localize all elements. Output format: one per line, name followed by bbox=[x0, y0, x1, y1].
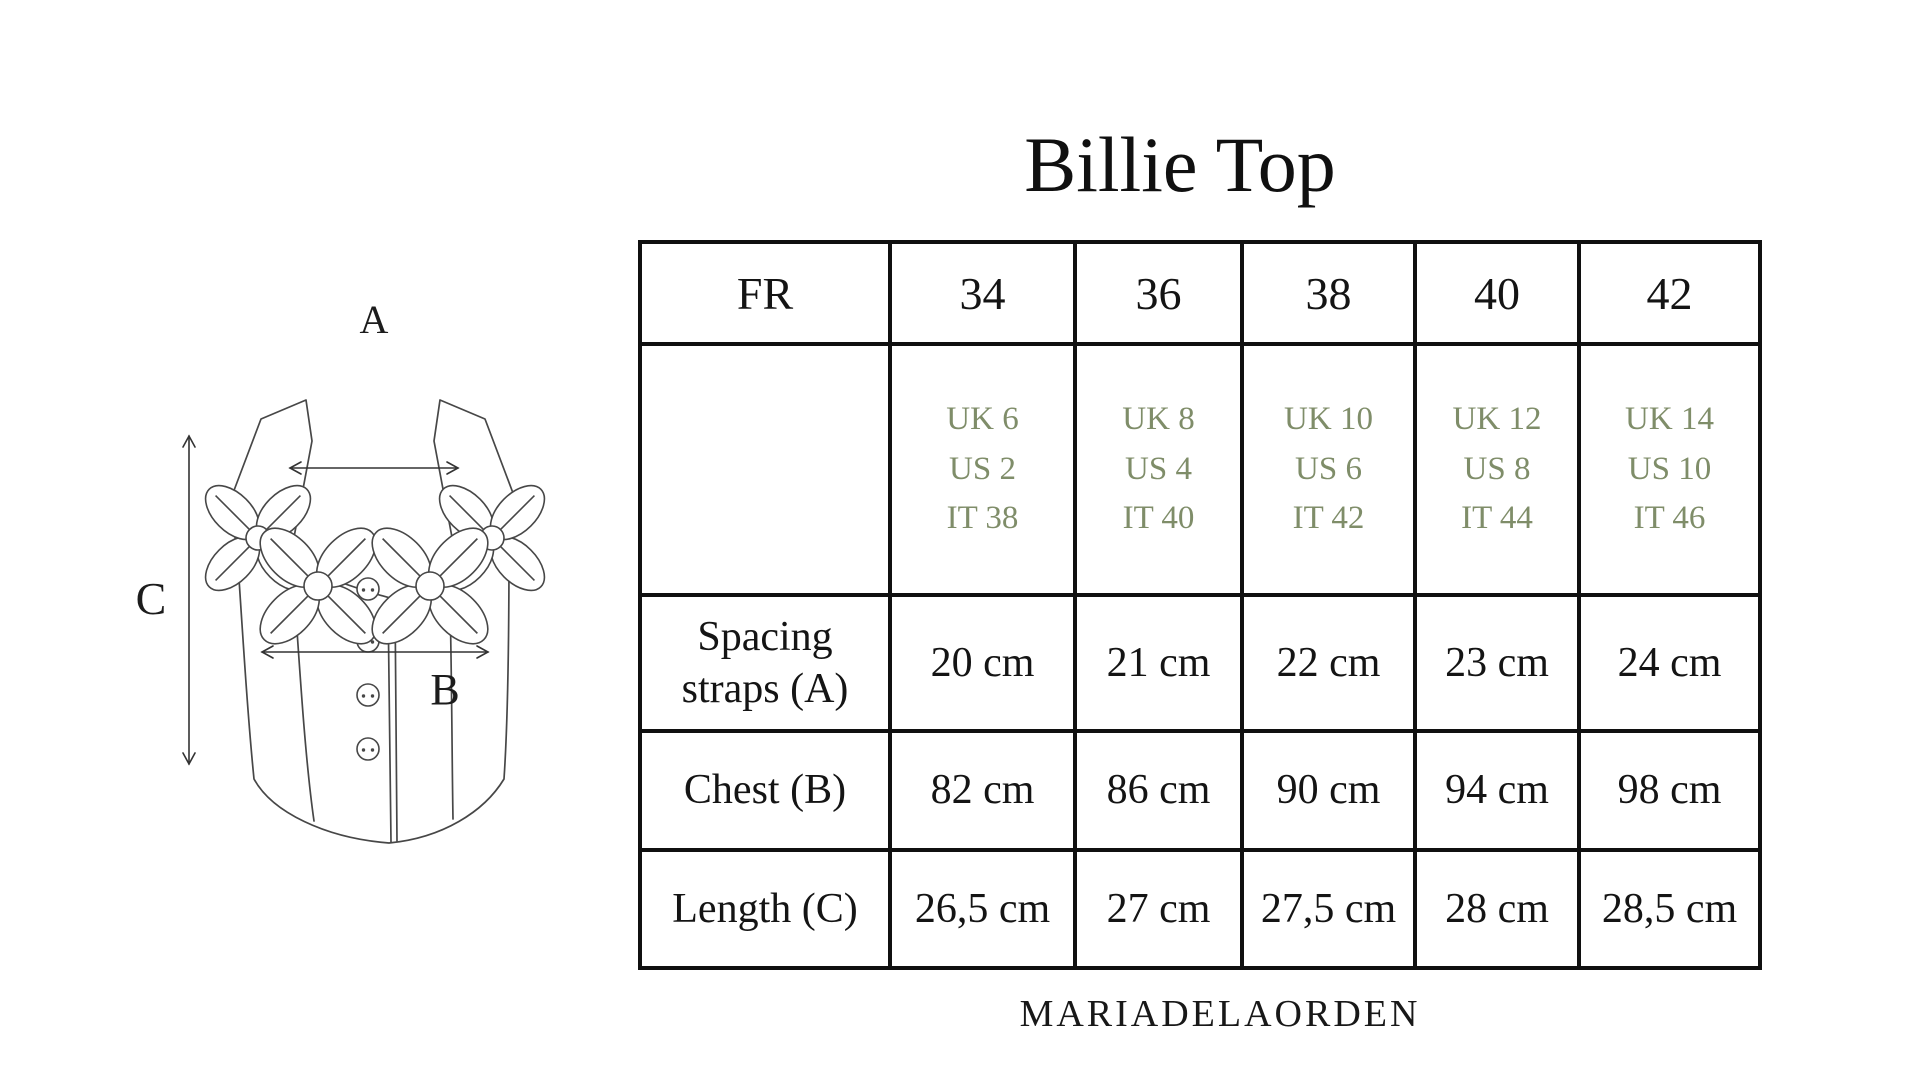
label-a: A bbox=[360, 297, 389, 342]
cell-measure-value: 27,5 cm bbox=[1240, 848, 1417, 970]
cell-empty bbox=[638, 342, 892, 597]
cell-measure-value: 98 cm bbox=[1577, 729, 1762, 852]
us-size: US 4 bbox=[1125, 450, 1192, 487]
table-row-chest: Chest (B) 82 cm 86 cm 90 cm 94 cm 98 cm bbox=[638, 729, 1762, 852]
cell-measure-value: 22 cm bbox=[1240, 593, 1417, 733]
uk-size: UK 6 bbox=[946, 401, 1019, 438]
it-size: IT 42 bbox=[1292, 500, 1365, 537]
brand-name: MARIADELAORDEN bbox=[1019, 993, 1421, 1035]
measure-label-line: Spacing bbox=[697, 613, 833, 660]
cell-measure-label: Spacing straps (A) bbox=[638, 593, 892, 733]
uk-size: UK 10 bbox=[1284, 401, 1373, 438]
button-icon bbox=[356, 577, 380, 601]
cell-measure-value: 20 cm bbox=[888, 593, 1077, 733]
cell-intl-size: UK 6 US 2 IT 38 bbox=[888, 342, 1077, 597]
measure-label-line: Chest (B) bbox=[683, 767, 847, 814]
arrow-a-measure bbox=[288, 461, 460, 475]
measure-label-line: Length (C) bbox=[672, 885, 858, 932]
cell-fr-size: 40 bbox=[1413, 240, 1581, 346]
cell-measure-label: Chest (B) bbox=[638, 729, 892, 852]
cell-measure-value: 28,5 cm bbox=[1577, 848, 1762, 970]
us-size: US 8 bbox=[1463, 450, 1531, 487]
cell-fr-size: 34 bbox=[888, 240, 1077, 346]
cell-fr-size: 38 bbox=[1240, 240, 1417, 346]
table-row-spacing-straps: Spacing straps (A) 20 cm 21 cm 22 cm 23 … bbox=[638, 593, 1762, 733]
flower-icon bbox=[371, 527, 489, 645]
cell-intl-size: UK 12 US 8 IT 44 bbox=[1413, 342, 1581, 597]
label-b: B bbox=[430, 665, 459, 714]
label-c: C bbox=[136, 573, 167, 624]
measure-label-line: straps (A) bbox=[681, 666, 849, 712]
button-icon bbox=[356, 683, 380, 707]
us-size: US 6 bbox=[1295, 450, 1362, 487]
cell-measure-value: 26,5 cm bbox=[888, 848, 1077, 970]
cell-intl-size: UK 8 US 4 IT 40 bbox=[1073, 342, 1244, 597]
us-size: US 10 bbox=[1627, 450, 1712, 487]
page-title: Billie Top bbox=[1024, 121, 1336, 208]
arrow-c-measure bbox=[182, 434, 196, 766]
garment-illustration: A B C bbox=[136, 297, 546, 844]
table-row-length: Length (C) 26,5 cm 27 cm 27,5 cm 28 cm 2… bbox=[638, 848, 1762, 970]
it-size: IT 40 bbox=[1122, 500, 1195, 537]
button-icon bbox=[356, 737, 380, 761]
cell-measure-value: 23 cm bbox=[1413, 593, 1581, 733]
cell-measure-value: 94 cm bbox=[1413, 729, 1581, 852]
size-table: FR 34 36 38 40 42 UK 6 US 2 IT 38 UK 8 U… bbox=[638, 240, 1762, 970]
it-size: IT 44 bbox=[1461, 500, 1533, 537]
cell-measure-value: 90 cm bbox=[1240, 729, 1417, 852]
table-row-international-sizes: UK 6 US 2 IT 38 UK 8 US 4 IT 40 UK 10 US… bbox=[638, 342, 1762, 597]
cell-measure-value: 27 cm bbox=[1073, 848, 1244, 970]
cell-measure-value: 21 cm bbox=[1073, 593, 1244, 733]
us-size: US 2 bbox=[949, 450, 1016, 487]
neckline-flowers bbox=[204, 484, 546, 645]
uk-size: UK 14 bbox=[1625, 401, 1714, 438]
it-size: IT 46 bbox=[1633, 500, 1706, 537]
cell-measure-value: 24 cm bbox=[1577, 593, 1762, 733]
cell-fr-size: 42 bbox=[1577, 240, 1762, 346]
cell-measure-value: 86 cm bbox=[1073, 729, 1244, 852]
cell-measure-value: 28 cm bbox=[1413, 848, 1581, 970]
uk-size: UK 12 bbox=[1452, 401, 1542, 438]
table-row-fr-sizes: FR 34 36 38 40 42 bbox=[638, 240, 1762, 346]
cell-fr-size: 36 bbox=[1073, 240, 1244, 346]
it-size: IT 38 bbox=[946, 500, 1019, 537]
uk-size: UK 8 bbox=[1122, 401, 1195, 438]
arrow-b-measure bbox=[260, 645, 490, 659]
cell-intl-size: UK 14 US 10 IT 46 bbox=[1577, 342, 1762, 597]
flower-icon bbox=[259, 527, 377, 645]
cell-region-label: FR bbox=[638, 240, 892, 346]
cell-measure-label: Length (C) bbox=[638, 848, 892, 970]
cell-intl-size: UK 10 US 6 IT 42 bbox=[1240, 342, 1417, 597]
cell-measure-value: 82 cm bbox=[888, 729, 1077, 852]
